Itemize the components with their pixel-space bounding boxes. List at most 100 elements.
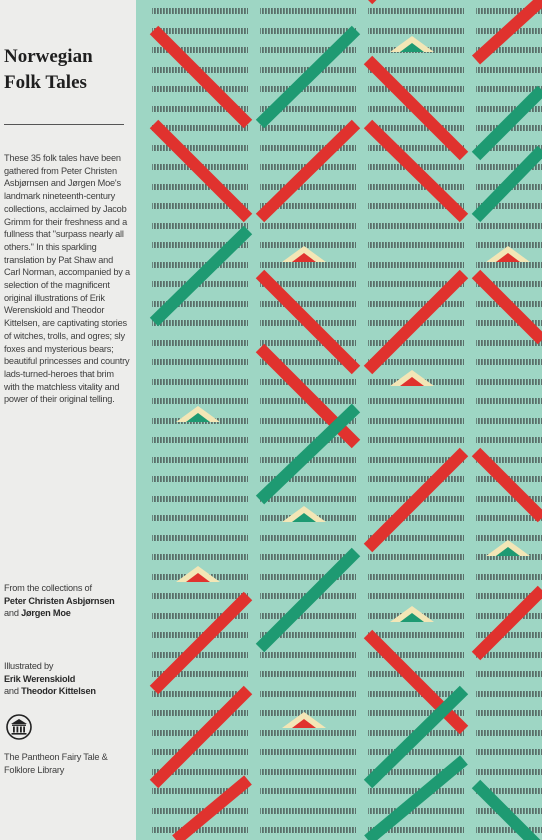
dash-row-14 xyxy=(368,67,464,73)
dash-row-30 xyxy=(368,145,464,151)
dash-row-54 xyxy=(368,262,464,268)
dash-row-17 xyxy=(260,86,356,92)
dash-row-23 xyxy=(476,106,542,112)
dash-row-108 xyxy=(152,535,248,541)
dash-row-58 xyxy=(368,281,464,287)
dash-row-86 xyxy=(368,418,464,424)
book-title: Norwegian Folk Tales xyxy=(4,46,93,93)
dash-row-60 xyxy=(152,301,248,307)
chevron-mark-7 xyxy=(390,606,434,622)
dash-row-130 xyxy=(368,632,464,638)
dash-row-103 xyxy=(476,496,542,502)
dash-row-72 xyxy=(152,359,248,365)
dash-row-153 xyxy=(260,749,356,755)
dash-row-43 xyxy=(476,203,542,209)
dash-row-111 xyxy=(476,535,542,541)
illustrator-werenskiold: Erik Werenskiold xyxy=(4,673,76,684)
author-line-2: and Jørgen Moe xyxy=(4,607,132,620)
dash-row-170 xyxy=(368,827,464,833)
dash-row-98 xyxy=(368,476,464,482)
dash-row-171 xyxy=(476,827,542,833)
dash-row-75 xyxy=(476,359,542,365)
dash-row-74 xyxy=(368,359,464,365)
dash-row-51 xyxy=(476,242,542,248)
dash-row-47 xyxy=(476,223,542,229)
chevron-mark-2 xyxy=(176,406,220,422)
dash-row-154 xyxy=(368,749,464,755)
dash-row-110 xyxy=(368,535,464,541)
dash-row-166 xyxy=(368,808,464,814)
dash-row-94 xyxy=(368,457,464,463)
dash-row-114 xyxy=(368,554,464,560)
dash-row-156 xyxy=(152,769,248,775)
diagonal-stripe-4 xyxy=(149,685,253,789)
dash-row-151 xyxy=(476,730,542,736)
illustrator-line-2: and Theodor Kittelsen xyxy=(4,685,132,698)
dash-row-0 xyxy=(152,8,248,14)
dash-row-85 xyxy=(260,418,356,424)
diagonal-stripe-26 xyxy=(471,779,541,840)
dash-row-48 xyxy=(152,242,248,248)
dash-row-37 xyxy=(260,184,356,190)
dash-row-62 xyxy=(368,301,464,307)
dash-row-169 xyxy=(260,827,356,833)
chevron-mark-4 xyxy=(176,566,220,582)
cover-pattern xyxy=(136,0,542,840)
diagonal-stripe-18 xyxy=(363,685,469,789)
dash-row-96 xyxy=(152,476,248,482)
diagonal-stripe-22 xyxy=(471,145,542,223)
diagonal-stripe-1 xyxy=(149,119,253,223)
dash-row-4 xyxy=(152,28,248,34)
text-panel: Norwegian Folk Tales These 35 folk tales… xyxy=(0,0,136,840)
dash-row-143 xyxy=(476,691,542,697)
dash-row-16 xyxy=(152,86,248,92)
diagonal-stripe-3 xyxy=(149,591,253,695)
dash-row-44 xyxy=(152,223,248,229)
and-label-2: and xyxy=(4,686,19,697)
dash-row-52 xyxy=(152,262,248,268)
and-label: and xyxy=(4,608,19,619)
dash-row-137 xyxy=(260,671,356,677)
dash-row-161 xyxy=(260,788,356,794)
diagonal-stripe-10 xyxy=(255,403,361,505)
diagonal-stripe-13 xyxy=(363,55,469,161)
dash-row-68 xyxy=(152,340,248,346)
dash-row-141 xyxy=(260,691,356,697)
diagonal-stripe-25 xyxy=(471,585,542,661)
dash-row-104 xyxy=(152,515,248,521)
chevron-mark-0 xyxy=(390,36,434,52)
dash-row-100 xyxy=(152,496,248,502)
dash-row-73 xyxy=(260,359,356,365)
book-blurb: These 35 folk tales have been gathered f… xyxy=(4,153,130,405)
dash-row-133 xyxy=(260,652,356,658)
diagonal-stripe-8 xyxy=(255,269,361,375)
chevron-mark-9 xyxy=(486,540,530,556)
dash-row-101 xyxy=(260,496,356,502)
dash-row-77 xyxy=(260,379,356,385)
diagonal-stripe-24 xyxy=(471,447,542,523)
chevron-mark-8 xyxy=(486,246,530,262)
author-moe: Jørgen Moe xyxy=(21,608,71,619)
series-name: The Pantheon Fairy Tale & Folklore Libra… xyxy=(4,752,108,775)
chevron-mark-6 xyxy=(390,370,434,386)
author-asbjornsen: Peter Christen Asbjørnsen xyxy=(4,595,115,606)
dash-row-69 xyxy=(260,340,356,346)
dash-row-70 xyxy=(368,340,464,346)
dash-row-128 xyxy=(152,632,248,638)
dash-row-49 xyxy=(260,242,356,248)
illustrators-credit: Illustrated by Erik Werenskiold and Theo… xyxy=(4,660,132,698)
dash-row-142 xyxy=(368,691,464,697)
diagonal-stripe-7 xyxy=(255,119,361,223)
dash-row-21 xyxy=(260,106,356,112)
diagonal-stripe-0 xyxy=(149,25,253,129)
dash-row-41 xyxy=(260,203,356,209)
dash-row-136 xyxy=(152,671,248,677)
dash-row-6 xyxy=(368,28,464,34)
dash-row-25 xyxy=(260,125,356,131)
dash-row-132 xyxy=(152,652,248,658)
diagonal-stripe-6 xyxy=(255,25,361,129)
diagonal-stripe-21 xyxy=(471,85,542,161)
dash-row-147 xyxy=(476,710,542,716)
title-divider xyxy=(4,124,124,125)
dash-row-19 xyxy=(476,86,542,92)
